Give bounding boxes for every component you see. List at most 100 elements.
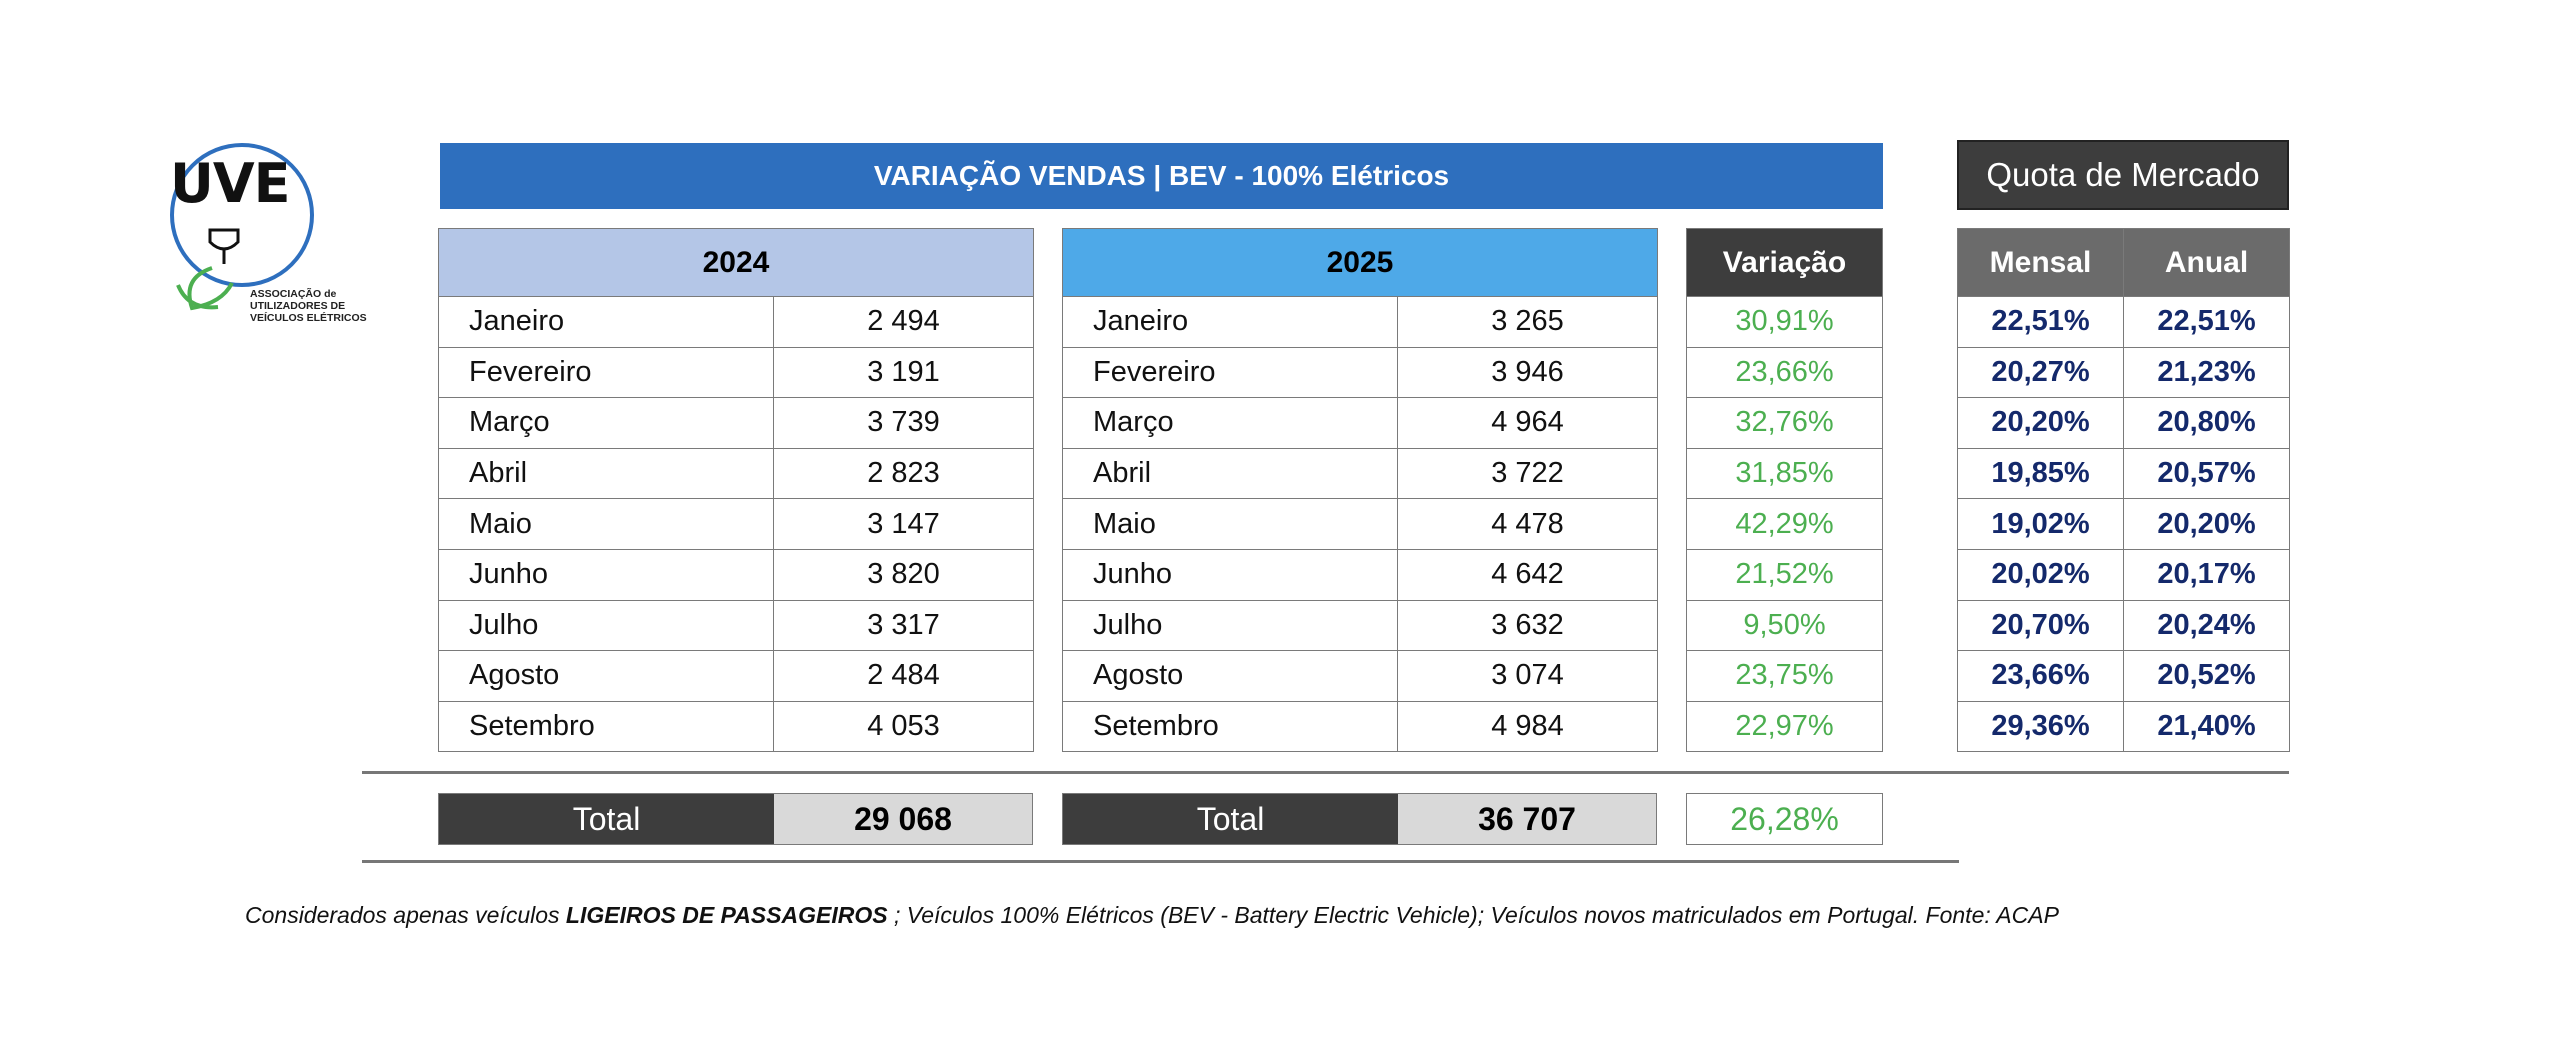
total-variation: 26,28% xyxy=(1686,793,1883,845)
table-row: 22,51% 22,51% xyxy=(1957,296,2290,348)
table-row: Janeiro 3 265 xyxy=(1062,296,1658,348)
sales-value-cell: 4 053 xyxy=(773,700,1034,753)
sales-value-cell: 3 265 xyxy=(1397,296,1658,348)
table-row: Fevereiro 3 946 xyxy=(1062,346,1658,399)
month-cell: Fevereiro xyxy=(1062,346,1398,399)
table-row: Março 3 739 xyxy=(438,397,1034,449)
monthly-share-cell: 20,70% xyxy=(1957,599,2124,652)
header-annual: Anual xyxy=(2123,228,2290,297)
variation-cell: 9,50% xyxy=(1686,599,1883,652)
logo-text-line-1: ASSOCIAÇÃO de xyxy=(250,288,337,300)
variation-cell: 21,52% xyxy=(1686,548,1883,601)
month-cell: Agosto xyxy=(438,650,774,702)
monthly-share-cell: 20,20% xyxy=(1957,397,2124,449)
month-cell: Julho xyxy=(438,599,774,652)
sales-value-cell: 4 642 xyxy=(1397,548,1658,601)
monthly-share-cell: 23,66% xyxy=(1957,650,2124,702)
table-row: Abril 2 823 xyxy=(438,447,1034,500)
variation-cell: 32,76% xyxy=(1686,397,1883,449)
footnote-suffix: ; Veículos 100% Elétricos (BEV - Battery… xyxy=(887,902,2059,928)
uve-logo: UVE ASSOCIAÇÃO de UTILIZADORES DE VEÍCUL… xyxy=(150,140,380,360)
table-row: 29,36% 21,40% xyxy=(1957,700,2290,753)
month-cell: Março xyxy=(1062,397,1398,449)
annual-share-cell: 22,51% xyxy=(2123,296,2290,348)
monthly-share-cell: 19,85% xyxy=(1957,447,2124,500)
table-row: Fevereiro 3 191 xyxy=(438,346,1034,399)
sales-value-cell: 3 191 xyxy=(773,346,1034,399)
sales-value-cell: 4 984 xyxy=(1397,700,1658,753)
table-row: Julho 3 632 xyxy=(1062,599,1658,652)
divider-bottom xyxy=(362,860,1959,863)
sales-value-cell: 3 946 xyxy=(1397,346,1658,399)
footnote: Considerados apenas veículos LIGEIROS DE… xyxy=(245,902,2059,929)
annual-share-cell: 21,23% xyxy=(2123,346,2290,399)
month-cell: Abril xyxy=(1062,447,1398,500)
footnote-prefix: Considerados apenas veículos xyxy=(245,902,566,928)
monthly-share-cell: 22,51% xyxy=(1957,296,2124,348)
month-cell: Junho xyxy=(438,548,774,601)
monthly-share-cell: 29,36% xyxy=(1957,700,2124,753)
sales-value-cell: 2 823 xyxy=(773,447,1034,500)
market-share-table: Mensal Anual 22,51% 22,51% 20,27% 21,23% 20,… xyxy=(1957,228,2290,753)
sales-value-cell: 2 484 xyxy=(773,650,1034,702)
sales-value-cell: 3 317 xyxy=(773,599,1034,652)
table-row: 20,70% 20,24% xyxy=(1957,599,2290,652)
month-cell: Março xyxy=(438,397,774,449)
header-monthly: Mensal xyxy=(1957,228,2124,297)
sales-value-cell: 3 632 xyxy=(1397,599,1658,652)
table-row: 32,76% xyxy=(1686,397,1883,449)
month-cell: Agosto xyxy=(1062,650,1398,702)
month-cell: Junho xyxy=(1062,548,1398,601)
annual-share-cell: 20,80% xyxy=(2123,397,2290,449)
header-2024: 2024 xyxy=(438,228,1034,297)
annual-share-cell: 20,24% xyxy=(2123,599,2290,652)
month-cell: Julho xyxy=(1062,599,1398,652)
table-row: Abril 3 722 xyxy=(1062,447,1658,500)
market-share-title: Quota de Mercado xyxy=(1957,140,2289,210)
month-cell: Maio xyxy=(438,498,774,550)
annual-share-cell: 20,52% xyxy=(2123,650,2290,702)
annual-share-cell: 21,40% xyxy=(2123,700,2290,753)
sales-value-cell: 3 739 xyxy=(773,397,1034,449)
variation-cell: 42,29% xyxy=(1686,498,1883,550)
table-row: Julho 3 317 xyxy=(438,599,1034,652)
table-2025: 2025 Janeiro 3 265 Fevereiro 3 946 Março 4 96… xyxy=(1062,228,1658,753)
table-row: 42,29% xyxy=(1686,498,1883,550)
table-row: 31,85% xyxy=(1686,447,1883,500)
table-row: 23,66% 20,52% xyxy=(1957,650,2290,702)
page-title: VARIAÇÃO VENDAS | BEV - 100% Elétricos xyxy=(440,143,1883,209)
variation-cell: 30,91% xyxy=(1686,296,1883,348)
table-row: Maio 4 478 xyxy=(1062,498,1658,550)
table-row: Junho 3 820 xyxy=(438,548,1034,601)
table-row: Setembro 4 984 xyxy=(1062,700,1658,753)
table-row: 23,75% xyxy=(1686,650,1883,702)
annual-share-cell: 20,20% xyxy=(2123,498,2290,550)
table-row: 20,20% 20,80% xyxy=(1957,397,2290,449)
logo-text: ASSOCIAÇÃO de UTILIZADORES DE VEÍCULOS E… xyxy=(250,288,367,324)
variation-table: Variação 30,91% 23,66% 32,76% 31,85% 42,29% 2… xyxy=(1686,228,1883,753)
total-2024-label: Total xyxy=(439,794,774,844)
monthly-share-cell: 19,02% xyxy=(1957,498,2124,550)
footnote-bold: LIGEIROS DE PASSAGEIROS xyxy=(565,902,888,928)
table-row: 19,85% 20,57% xyxy=(1957,447,2290,500)
table-row: Janeiro 2 494 xyxy=(438,296,1034,348)
logo-mark: UVE xyxy=(170,152,291,215)
monthly-share-cell: 20,27% xyxy=(1957,346,2124,399)
table-row: 22,97% xyxy=(1686,700,1883,753)
sales-value-cell: 3 147 xyxy=(773,498,1034,550)
table-row: Agosto 3 074 xyxy=(1062,650,1658,702)
table-row: Junho 4 642 xyxy=(1062,548,1658,601)
sales-value-cell: 4 478 xyxy=(1397,498,1658,550)
variation-cell: 23,66% xyxy=(1686,346,1883,399)
month-cell: Setembro xyxy=(1062,700,1398,753)
divider-top xyxy=(362,771,2289,774)
total-2025-label: Total xyxy=(1063,794,1398,844)
table-row: 23,66% xyxy=(1686,346,1883,399)
month-cell: Abril xyxy=(438,447,774,500)
variation-cell: 22,97% xyxy=(1686,700,1883,753)
table-row: 30,91% xyxy=(1686,296,1883,348)
variation-cell: 31,85% xyxy=(1686,447,1883,500)
table-row: 21,52% xyxy=(1686,548,1883,601)
total-2024: Total 29 068 xyxy=(438,793,1033,845)
table-row: 20,02% 20,17% xyxy=(1957,548,2290,601)
